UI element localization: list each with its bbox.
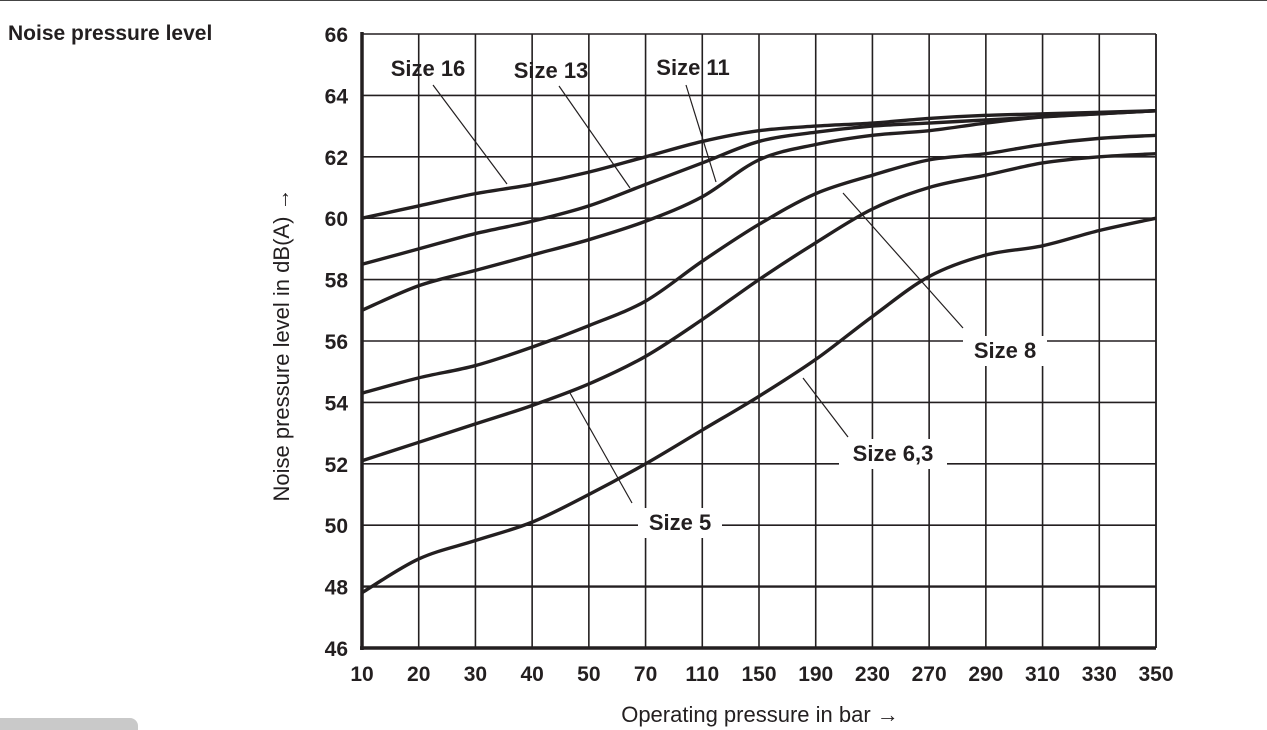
label-background xyxy=(839,439,947,469)
series-labels: Size 16 Size 13 Size 11 Size 8 Size 6,3 Size … xyxy=(391,55,1047,538)
x-tick-label: 310 xyxy=(1025,663,1060,686)
y-tick-label: 66 xyxy=(325,24,348,47)
series-label: Size 11 xyxy=(656,55,729,80)
leader-line xyxy=(802,377,849,438)
y-tick-label: 64 xyxy=(325,85,349,108)
series-line-size-16 xyxy=(361,109,1157,220)
series-line-size-6-3 xyxy=(361,152,1157,463)
series-label: Size 13 xyxy=(514,58,589,83)
leader-line xyxy=(569,392,633,504)
y-tick-label: 60 xyxy=(325,208,348,231)
scrollbar[interactable] xyxy=(0,718,138,730)
x-tick-label: 290 xyxy=(968,663,1003,686)
y-tick-label: 52 xyxy=(325,454,348,477)
x-tick-label: 20 xyxy=(407,663,430,686)
series-line-size-11 xyxy=(361,109,1157,312)
tick-labels: 10 20 30 40 50 70 110 150 190 230 270 290 310 330 350 4… xyxy=(325,24,1174,686)
page-title: Noise pressure level xyxy=(8,22,213,45)
y-tick-label: 48 xyxy=(325,577,349,600)
x-tick-label: 350 xyxy=(1138,663,1173,686)
y-tick-label: 46 xyxy=(325,638,348,661)
leader-line xyxy=(558,85,631,189)
y-tick-label: 56 xyxy=(325,331,348,354)
series-lines xyxy=(361,109,1157,595)
x-tick-label: 150 xyxy=(741,663,776,686)
label-background xyxy=(638,508,722,538)
y-axis-label: Noise pressure level in dB(A) → xyxy=(269,188,294,501)
y-tick-label: 54 xyxy=(325,392,349,415)
x-tick-label: 50 xyxy=(577,663,600,686)
x-tick-label: 190 xyxy=(798,663,833,686)
y-tick-label: 50 xyxy=(325,515,348,538)
x-axis-label: Operating pressure in bar → xyxy=(621,702,899,727)
x-tick-label: 330 xyxy=(1082,663,1117,686)
leader-line xyxy=(432,84,508,185)
x-tick-label: 70 xyxy=(634,663,657,686)
series-line-size-5 xyxy=(361,216,1157,595)
x-tick-label: 40 xyxy=(520,663,543,686)
leader-line xyxy=(842,192,964,329)
series-label: Size 5 xyxy=(649,510,711,535)
x-tick-label: 270 xyxy=(912,663,947,686)
x-tick-label: 110 xyxy=(685,663,719,686)
y-tick-label: 62 xyxy=(325,147,348,170)
label-background xyxy=(963,336,1047,366)
series-line-size-8 xyxy=(361,133,1157,395)
leader-line xyxy=(685,84,717,183)
top-divider xyxy=(0,0,1267,1)
grid xyxy=(360,32,1157,650)
x-tick-label: 30 xyxy=(464,663,487,686)
x-tick-label: 230 xyxy=(855,663,890,686)
y-tick-label: 58 xyxy=(325,270,349,293)
series-label: Size 8 xyxy=(974,338,1036,363)
series-label: Size 16 xyxy=(391,56,466,81)
series-label: Size 6,3 xyxy=(853,441,934,466)
x-tick-label: 10 xyxy=(350,663,373,686)
